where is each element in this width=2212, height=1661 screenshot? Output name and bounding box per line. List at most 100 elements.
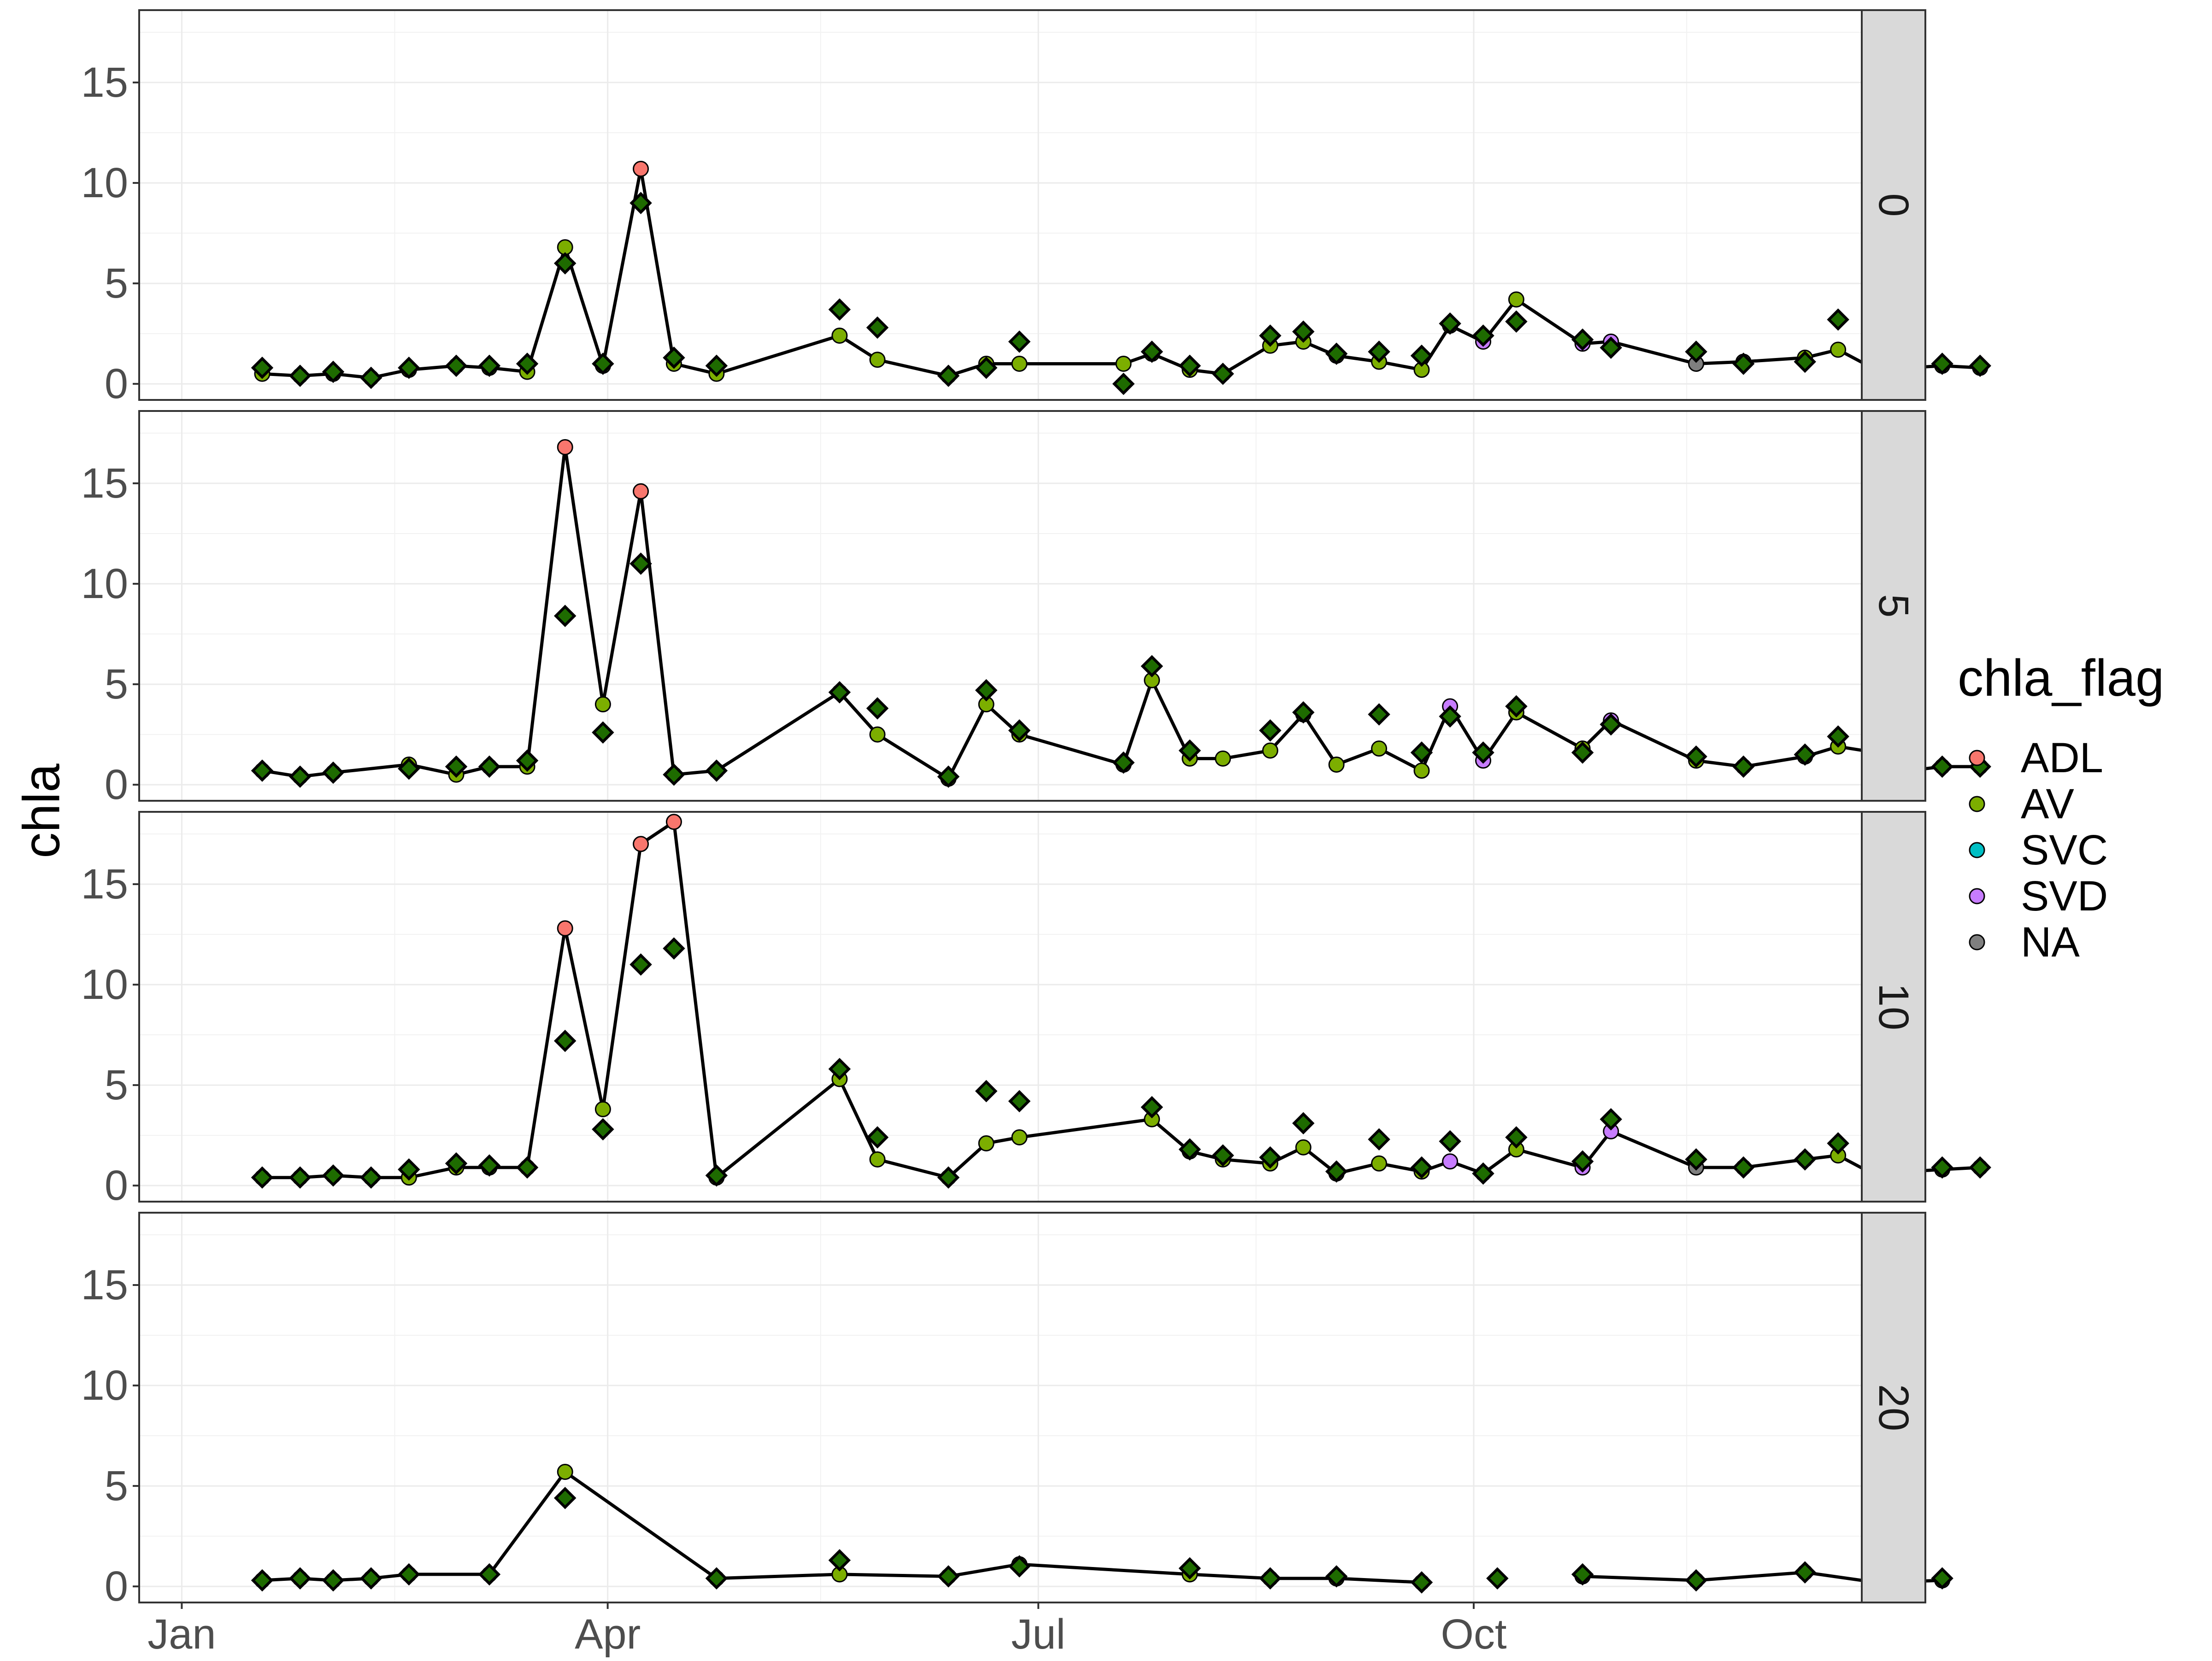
facet-strip — [1861, 9, 1926, 401]
data-point-diamond — [478, 755, 501, 778]
data-point-circle — [869, 726, 886, 743]
y-tick-label: 0 — [105, 761, 128, 808]
data-point-circle — [831, 327, 848, 344]
legend-label: ADL — [2021, 734, 2103, 781]
data-point-circle — [1115, 356, 1132, 372]
data-point-circle — [1011, 356, 1028, 372]
data-point-diamond — [1368, 1128, 1390, 1151]
legend-key — [1969, 796, 1985, 812]
data-point-diamond — [1292, 320, 1315, 343]
data-point-diamond — [828, 1549, 851, 1572]
data-point-diamond — [629, 552, 652, 575]
data-point-diamond — [1178, 1138, 1201, 1161]
data-point-circle — [1830, 341, 1847, 358]
legend-label: SVC — [2021, 827, 2108, 874]
data-point-diamond — [937, 765, 960, 788]
data-point-diamond — [866, 697, 889, 720]
data-point-diamond — [322, 1164, 345, 1187]
data-point-diamond — [828, 681, 851, 704]
legend-label: SVD — [2021, 873, 2108, 920]
data-point-diamond — [1931, 352, 1953, 375]
data-point-diamond — [1178, 1557, 1201, 1580]
data-point-circle — [665, 814, 682, 830]
data-point-diamond — [828, 1057, 851, 1080]
data-point-circle — [869, 352, 886, 368]
data-point-diamond — [629, 192, 652, 214]
data-point-diamond — [1008, 1555, 1031, 1578]
data-point-diamond — [1794, 1561, 1817, 1584]
data-point-circle — [1262, 742, 1278, 759]
data-point-diamond — [553, 1029, 577, 1052]
data-point-diamond — [1141, 340, 1163, 363]
data-point-diamond — [937, 1565, 960, 1588]
data-point-diamond — [1600, 1108, 1622, 1131]
data-point-diamond — [398, 757, 420, 780]
panel-background — [139, 10, 1862, 400]
data-point-diamond — [1505, 695, 1528, 718]
data-point-diamond — [1571, 741, 1594, 764]
y-tick-label: 0 — [105, 1162, 128, 1209]
data-point-diamond — [288, 765, 312, 788]
data-point-diamond — [1292, 1112, 1315, 1135]
y-tick-label: 15 — [81, 59, 128, 106]
data-point-circle — [594, 696, 611, 713]
data-point-diamond — [1259, 324, 1282, 347]
data-point-diamond — [322, 761, 345, 784]
data-point-diamond — [1505, 310, 1528, 333]
data-point-diamond — [1112, 372, 1135, 395]
panel-background — [139, 1213, 1862, 1602]
data-point-diamond — [1292, 701, 1315, 724]
data-point-diamond — [478, 354, 501, 377]
data-point-diamond — [1212, 1144, 1234, 1167]
data-point-circle — [557, 920, 573, 937]
data-point-diamond — [478, 1563, 501, 1586]
data-point-diamond — [251, 1166, 274, 1189]
data-point-diamond — [1439, 312, 1461, 335]
data-point-diamond — [1472, 741, 1494, 764]
panel-background — [139, 411, 1862, 801]
data-point-diamond — [1008, 719, 1031, 742]
legend-title: chla_flag — [1958, 649, 2164, 707]
data-point-diamond — [1410, 1156, 1433, 1179]
data-point-diamond — [705, 354, 728, 377]
data-point-circle — [633, 836, 649, 852]
data-point-diamond — [1969, 354, 1991, 377]
y-tick-label: 15 — [81, 460, 128, 507]
data-point-diamond — [398, 356, 420, 379]
data-point-diamond — [1794, 350, 1817, 373]
data-point-diamond — [1008, 1090, 1031, 1113]
y-tick-label: 5 — [105, 1062, 128, 1109]
data-point-diamond — [1410, 1571, 1433, 1594]
data-point-diamond — [1571, 1150, 1594, 1173]
data-point-diamond — [516, 749, 539, 772]
data-point-diamond — [705, 1164, 728, 1187]
data-point-diamond — [251, 1569, 274, 1592]
series-line — [262, 167, 1980, 380]
data-point-circle — [978, 1135, 994, 1152]
data-point-diamond — [1794, 1148, 1817, 1171]
data-point-diamond — [1931, 1156, 1953, 1179]
data-point-diamond — [516, 352, 539, 375]
data-point-diamond — [1685, 1148, 1707, 1171]
data-point-diamond — [1732, 755, 1755, 778]
data-point-diamond — [288, 1567, 312, 1590]
data-point-diamond — [445, 1152, 468, 1175]
x-tick-label: Jan — [147, 1611, 216, 1658]
y-tick-label: 5 — [105, 260, 128, 307]
data-point-diamond — [937, 364, 960, 387]
data-point-diamond — [1178, 354, 1201, 377]
data-point-diamond — [866, 316, 889, 339]
data-point-circle — [1011, 1129, 1028, 1145]
data-point-diamond — [663, 937, 685, 960]
data-point-diamond — [1259, 719, 1282, 742]
data-point-diamond — [705, 1567, 728, 1590]
data-point-diamond — [1439, 705, 1461, 728]
data-point-diamond — [1178, 739, 1201, 762]
data-point-diamond — [1732, 1156, 1755, 1179]
data-point-circle — [1371, 1155, 1388, 1172]
data-point-diamond — [1368, 340, 1390, 363]
data-point-diamond — [1410, 741, 1433, 764]
y-tick-label: 10 — [81, 961, 128, 1008]
data-point-diamond — [1505, 1126, 1528, 1149]
